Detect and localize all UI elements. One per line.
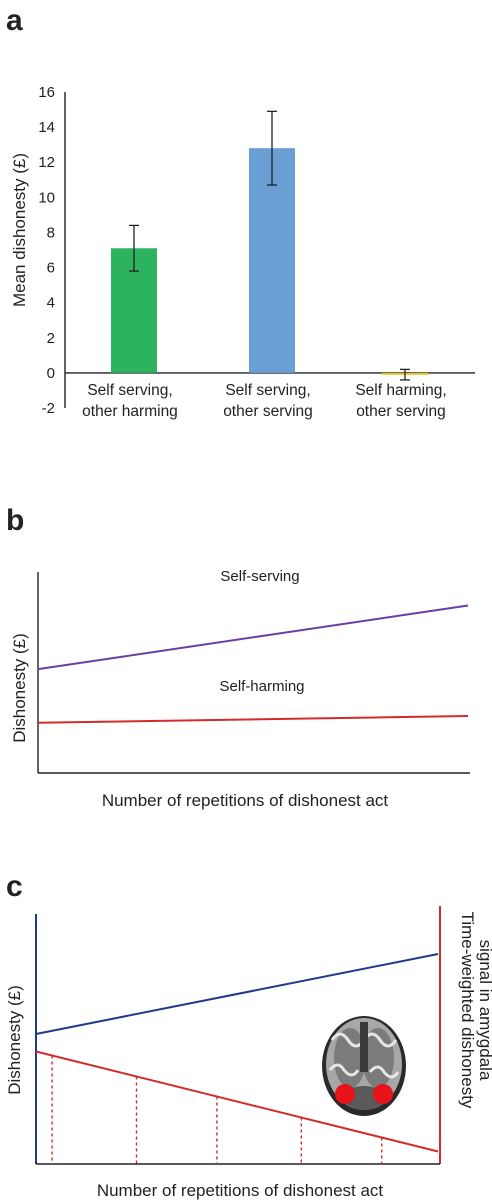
series-line xyxy=(37,604,469,671)
y-tick-label: 12 xyxy=(38,154,55,171)
y-tick-label: 14 xyxy=(38,119,55,136)
category-label: Self serving, xyxy=(225,382,310,399)
panel-letter-b: b xyxy=(6,504,24,537)
y-axis-label: Dishonesty (£) xyxy=(10,633,29,743)
right-axis-label-line-2: signal in amygdala xyxy=(476,940,492,1081)
series-line xyxy=(35,953,439,1035)
panel-letter-c: c xyxy=(6,870,23,903)
category-label: Self serving, xyxy=(87,382,172,399)
right-axis-label-line-1: Time-weighted dishonesty xyxy=(458,912,477,1109)
error-bars xyxy=(129,110,410,381)
series-lines xyxy=(35,953,439,1153)
series-lines xyxy=(37,604,469,724)
y-tick-label: 10 xyxy=(38,189,55,206)
series-label-self-harming: Self-harming xyxy=(219,678,304,695)
drop-lines xyxy=(51,1055,383,1164)
x-axis-label: Number of repetitions of dishonest act xyxy=(97,1181,384,1200)
series-line xyxy=(37,715,469,724)
y-tick-label: 6 xyxy=(47,260,55,277)
category-label: other harming xyxy=(82,403,178,420)
panel-c-line-chart: Number of repetitions of dishonest act D… xyxy=(5,906,492,1200)
series-label-self-serving: Self-serving xyxy=(220,568,299,585)
y-tick-label: 0 xyxy=(47,365,55,382)
error-bar xyxy=(129,224,139,272)
y-tick-label: 8 xyxy=(47,224,55,241)
y-tick-label: 16 xyxy=(38,84,55,101)
y-tick-label: 4 xyxy=(47,295,55,312)
brain-mri-image xyxy=(322,1000,406,1116)
category-labels: Self serving, other harming Self serving, o… xyxy=(82,382,446,420)
bars xyxy=(111,148,428,375)
y-tick-label: -2 xyxy=(42,400,55,417)
category-label: other serving xyxy=(356,403,446,420)
category-label: other serving xyxy=(223,403,313,420)
y-axis-label: Dishonesty (£) xyxy=(5,985,24,1095)
panel-a-bar-chart: -2 0 2 4 6 8 10 12 14 16 Self serving, other harmi… xyxy=(10,84,475,420)
y-tick-label: 2 xyxy=(47,330,55,347)
error-bar xyxy=(400,368,410,381)
y-tick-labels: -2 0 2 4 6 8 10 12 14 16 xyxy=(38,84,55,417)
panel-letter-a: a xyxy=(6,4,23,37)
x-axis-label: Number of repetitions of dishonest act xyxy=(102,791,389,810)
category-label: Self harming, xyxy=(355,382,446,399)
y-axis-label: Mean dishonesty (£) xyxy=(10,153,29,307)
panel-b-line-chart: Self-serving Self-harming Number of repe… xyxy=(10,568,470,810)
series-line xyxy=(35,1050,439,1153)
error-bar xyxy=(267,110,277,186)
